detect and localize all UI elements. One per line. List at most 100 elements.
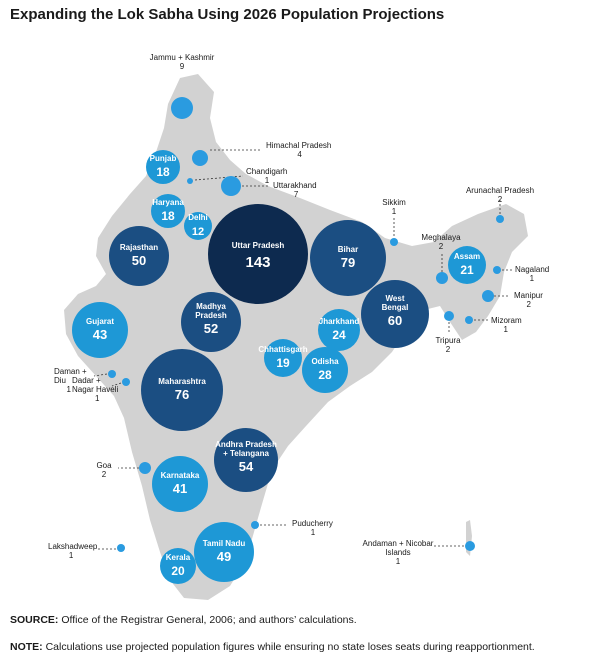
state-name-label: Mizoram [491, 316, 522, 325]
state-name-label: Chandigarh [246, 167, 287, 176]
seat-count-label: 4 [297, 150, 302, 159]
seat-count-label: 1 [503, 325, 508, 334]
bubble-circle [151, 194, 185, 228]
seat-count-label: 50 [132, 253, 146, 268]
seat-count-label: 1 [392, 207, 397, 216]
bubble-circle [302, 347, 348, 393]
state-name-label: Himachal Pradesh [266, 141, 331, 150]
seat-count-label: 54 [239, 459, 254, 474]
seat-count-label: 60 [388, 313, 402, 328]
bubble-circle [194, 522, 254, 582]
seat-count-label: 2 [102, 470, 107, 479]
state-bubble-uttar-pradesh: Uttar Pradesh 143 [208, 204, 308, 304]
state-bubble-delhi: Delhi 12 [184, 212, 212, 240]
bubble-circle [214, 428, 278, 492]
state-name-label: Madhya [196, 302, 226, 311]
note-label: NOTE: [10, 641, 43, 653]
state-name-label: Diu [54, 376, 66, 385]
state-name-label: Sikkim [382, 198, 406, 207]
state-name-label: Daman + [54, 367, 87, 376]
bubble-circle [181, 292, 241, 352]
seat-count-label: 21 [460, 263, 474, 277]
seat-count-label: 2 [526, 300, 531, 309]
seat-count-label: 1 [66, 385, 71, 394]
seat-count-label: 20 [171, 564, 185, 578]
seat-count-label: 28 [318, 368, 332, 382]
seat-dot [117, 544, 125, 552]
seat-dot [122, 378, 130, 386]
seat-count-label: 79 [341, 255, 355, 270]
seat-dot [465, 541, 475, 551]
seat-count-label: 43 [93, 327, 107, 342]
seat-count-label: 18 [156, 165, 170, 179]
bubble-circle [208, 204, 308, 304]
source-label: SOURCE: [10, 614, 59, 626]
seat-count-label: 49 [217, 549, 231, 564]
leader-line [194, 175, 244, 181]
seat-count-label: 2 [498, 195, 503, 204]
state-name-label: Puducherry [292, 519, 333, 528]
seat-count-label: 143 [245, 254, 270, 271]
state-name-label: Andhra Pradesh [215, 440, 277, 449]
state-name-label: Andaman + Nicobar [363, 539, 434, 548]
state-name-label: Goa [96, 461, 112, 470]
state-name-label: Tripura [435, 336, 461, 345]
state-name-label: Delhi [188, 213, 208, 222]
seat-count-label: 1 [265, 176, 270, 185]
state-name-label: Nagaland [515, 265, 549, 274]
bubble-circle [264, 339, 302, 377]
seat-count-label: 52 [204, 321, 218, 336]
state-name-label: Meghalaya [421, 233, 461, 242]
state-name-label: Pradesh [195, 311, 227, 320]
seat-dot [436, 272, 448, 284]
state-name-label: Karnataka [161, 471, 200, 480]
state-bubble-kerala: Kerala 20 [160, 548, 196, 584]
seat-dot [187, 178, 193, 184]
state-name-label: Jammu + Kashmir [150, 53, 215, 62]
seat-dot [482, 290, 494, 302]
state-name-label: Odisha [311, 357, 339, 366]
seat-dot [493, 266, 501, 274]
state-name-label: Dadar + [72, 376, 101, 385]
bubble-circle [141, 349, 223, 431]
bubble-circle [146, 150, 180, 184]
seat-count-label: 7 [294, 190, 299, 199]
seat-count-label: 24 [332, 328, 346, 342]
seat-count-label: 9 [180, 62, 185, 71]
state-name-label: Islands [385, 548, 410, 557]
state-name-label: Kerala [166, 553, 191, 562]
seat-dot [171, 97, 193, 119]
seat-dot [192, 150, 208, 166]
state-name-label: Punjab [150, 154, 177, 163]
state-name-label: Chhattisgarh [258, 345, 307, 354]
state-name-label: Uttarakhand [273, 181, 317, 190]
seat-count-label: 1 [311, 528, 316, 537]
seat-count-label: 1 [95, 394, 100, 403]
seat-count-label: 1 [69, 551, 74, 560]
seat-dot [221, 176, 241, 196]
state-name-label: West [386, 294, 405, 303]
state-name-label: Haryana [152, 198, 184, 207]
state-name-label: Jharkhand [319, 317, 360, 326]
state-name-label: Assam [454, 252, 480, 261]
seat-count-label: 2 [446, 345, 451, 354]
